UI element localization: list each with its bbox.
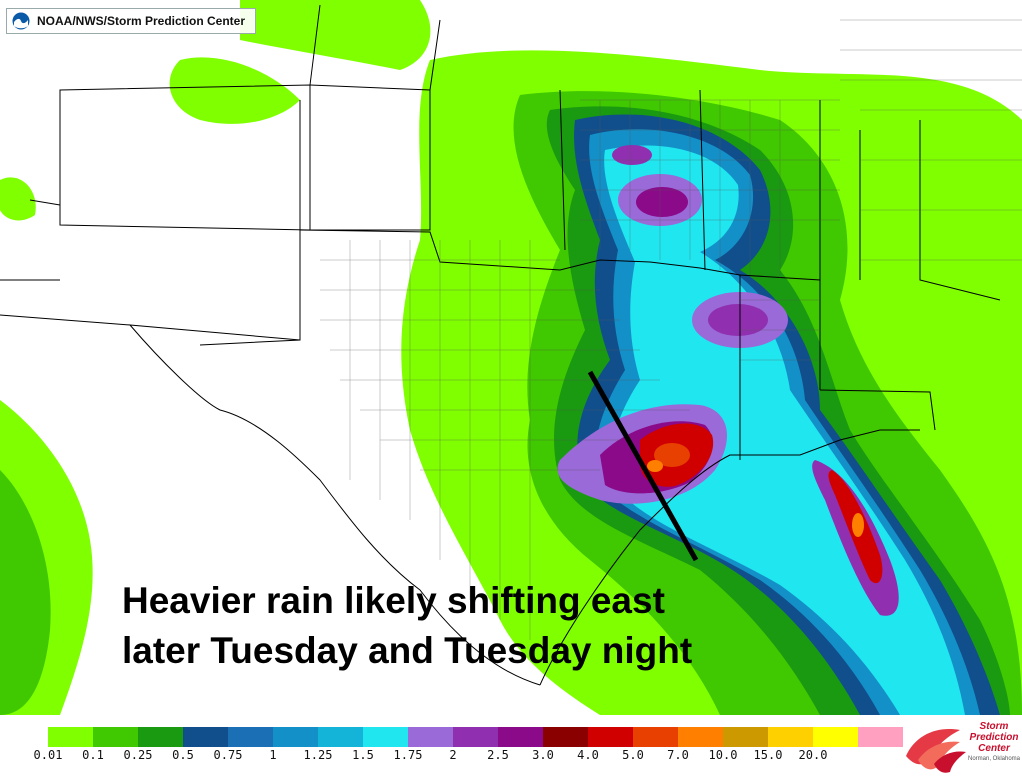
legend-swatch [633,727,678,747]
legend-swatch [48,727,93,747]
legend-swatch [363,727,408,747]
state-boundaries [0,4,1001,686]
agency-badge: NOAA/NWS/Storm Prediction Center [6,8,257,34]
legend-swatch [228,727,273,747]
legend-label: 5.0 [622,748,644,762]
spc-line-2: Prediction [969,732,1019,743]
legend-swatch [678,727,723,747]
shift-line [587,370,699,562]
county-lines [320,19,1022,640]
legend-label: 10.0 [708,748,738,762]
legend-label: 2 [449,748,457,762]
legend-swatch [543,727,588,747]
spc-name: Storm Prediction Center [968,721,1020,754]
spc-location: Norman, Oklahoma [967,756,1021,762]
legend-label: 0.75 [213,748,243,762]
legend-label: 4.0 [577,748,599,762]
legend-label: 1.5 [352,748,374,762]
legend-swatch [93,727,138,747]
legend-label: 0.01 [33,748,63,762]
legend-swatch [723,727,768,747]
legend-label: 1.75 [393,748,423,762]
legend-swatch [318,727,363,747]
precip-heavy-cores [639,423,883,584]
legend-swatch [858,727,903,747]
legend-swatch [588,727,633,747]
legend-swatch [183,727,228,747]
legend-label: 2.5 [487,748,509,762]
legend-label: 20.0 [798,748,828,762]
legend-swatch [138,727,183,747]
agency-label: NOAA/NWS/Storm Prediction Center [37,14,246,28]
noaa-logo-icon [11,11,31,31]
legend-swatch [813,727,858,747]
legend-label: 15.0 [753,748,783,762]
legend-swatch [273,727,318,747]
legend-label: 1.25 [303,748,333,762]
legend-label: 3.0 [532,748,554,762]
legend-swatch [768,727,813,747]
legend-label: 0.25 [123,748,153,762]
legend-swatch [408,727,453,747]
legend-label: 0.1 [82,748,104,762]
spc-line-1: Storm [979,721,1009,732]
legend-swatch [498,727,543,747]
legend-label: 0.5 [172,748,194,762]
color-legend [48,727,903,747]
headline-line-2: later Tuesday and Tuesday night [122,630,693,671]
legend-labels: 0.01 0.1 0.25 0.5 0.75 1 1.25 1.5 1.75 2 2.5 3.0 4.0… [0,748,880,764]
legend-label: 7.0 [667,748,689,762]
headline-annotation: Heavier rain likely shifting east later … [122,576,692,676]
spc-logo [906,729,966,773]
legend-label: 1 [269,748,277,762]
headline-line-1: Heavier rain likely shifting east [122,580,665,621]
precipitation-map [0,0,1022,715]
spc-line-3: Center [978,743,1010,754]
legend-swatch [453,727,498,747]
